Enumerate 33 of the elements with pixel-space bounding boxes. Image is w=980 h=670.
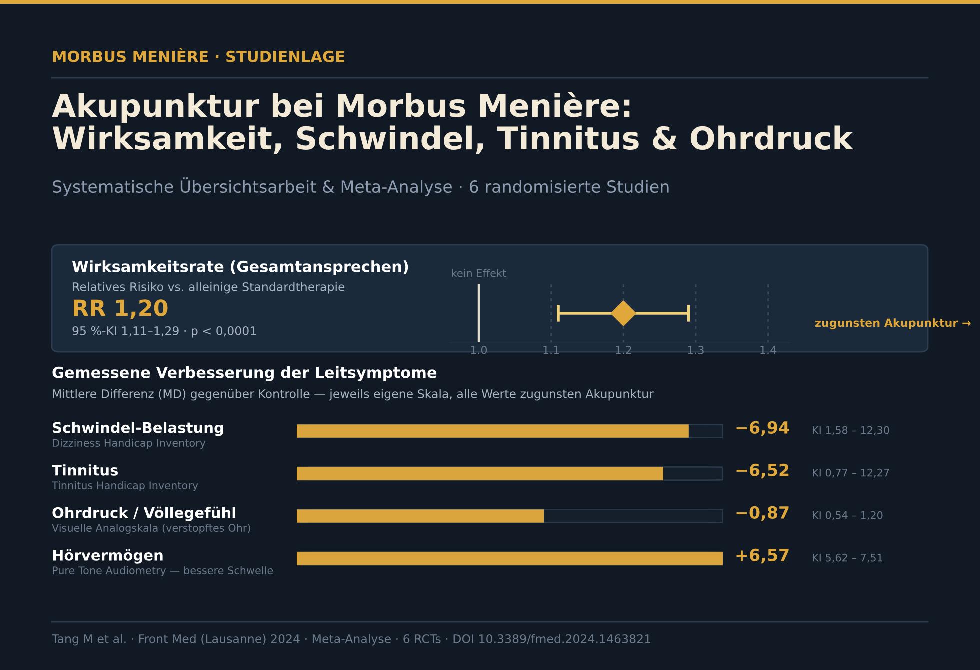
y-tick-label: Ohrdruck / Völlegefühl — [52, 506, 236, 522]
chart-title: Gemessene Verbesserung der Leitsymptome — [52, 366, 437, 382]
text: +6,57 — [736, 548, 789, 564]
y-tick-label: Tinnitus — [52, 464, 118, 476]
text: Dizziness Handicap Inventory — [53, 438, 206, 450]
text: zugunsten Akupunktur → — [816, 318, 971, 330]
text: KI 1,58 – 12,30 — [813, 426, 890, 436]
x-tick-label: 1.2 — [616, 346, 632, 354]
text: KI 0,54 – 1,20 — [813, 511, 883, 520]
text: Wirksamkeitsrate (Gesamtansprechen) — [72, 260, 408, 276]
text: Tinnitus Handicap Inventory — [52, 481, 198, 492]
text: Pure Tone Audiometry — bessere Schwelle — [53, 566, 274, 577]
text: KI 0,77 – 12,27 — [813, 468, 890, 478]
x-tick-label: 1.3 — [688, 346, 704, 354]
ref-line-label: kein Effekt — [452, 269, 506, 278]
y-tick-label: Hörvermögen — [53, 549, 163, 564]
text: −6,94 — [736, 421, 790, 436]
x-tick-label: 1.4 — [760, 346, 777, 354]
text: Systematische Übersichtsarbeit & Meta-Analyse · 6 randomisierte Studien — [53, 178, 669, 196]
text: Akupunktur bei Morbus Menière: Wirksamkeit, Schwindel, Tinnitus & Ohrdruck — [52, 92, 854, 154]
text: Visuelle Analogskala (verstopftes Ohr) — [52, 524, 250, 534]
text: RR 1,20 — [74, 300, 168, 320]
text: Tang M et al. · Front Med (Lausanne) 2024 · Meta-Analyse · 6 RCTs · DOI 10.3389/fmed.2024.1463821 — [52, 634, 651, 646]
text: MORBUS MENIÈRE · STUDIENLAGE — [53, 48, 344, 62]
y-tick-label: Schwindel-Belastung — [53, 422, 224, 436]
text: 95 %-KI 1,11–1,29 · p < 0,0001 — [72, 326, 256, 338]
text: Relatives Risiko vs. alleinige Standardtherapie — [73, 282, 345, 294]
text: −0,87 — [736, 506, 789, 522]
text: KI 5,62 – 7,51 — [813, 554, 882, 563]
chart-subtitle: Mittlere Differenz (MD) gegenüber Kontrolle — jeweils eigene Skala, alle Werte zugunsten Akupunktur — [53, 389, 654, 401]
x-tick-label: 1.1 — [544, 346, 560, 354]
text: −6,52 — [736, 464, 789, 479]
x-tick-label: 1.0 — [471, 346, 488, 354]
